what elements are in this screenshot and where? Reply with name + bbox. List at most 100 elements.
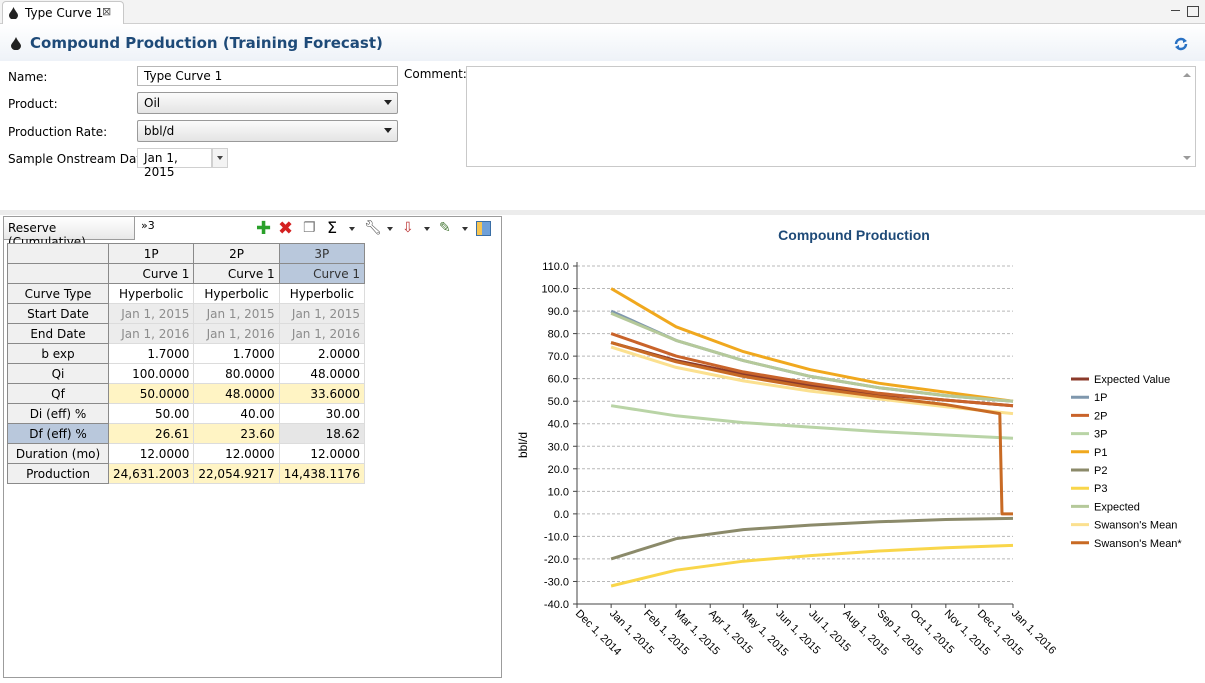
table-cell[interactable]: 33.6000 — [278, 383, 366, 404]
export-icon[interactable]: ⇩ — [402, 220, 414, 236]
name-field[interactable]: Type Curve 1 — [137, 66, 398, 86]
y-tick-label: 40.0 — [548, 419, 569, 431]
table-cell[interactable]: 100.0000 — [107, 363, 195, 384]
scroll-down-icon[interactable] — [1183, 156, 1191, 160]
table-row: Qf 50.0000 48.0000 33.6000 — [7, 383, 366, 404]
minimize-icon[interactable] — [1171, 10, 1180, 11]
y-tick-label: 90.0 — [548, 306, 569, 318]
reserve-panel: Reserve (Cumulative) »3 ✚ ✖ ❐ Σ 🔧︎ ⇩ ✎ 1… — [3, 216, 502, 678]
oil-drop-icon — [9, 7, 18, 19]
overflow-tabs-button[interactable]: »3 — [141, 219, 155, 232]
grid-icon[interactable] — [476, 221, 491, 236]
page-title: Compound Production (Training Forecast) — [30, 34, 383, 52]
scroll-up-icon[interactable] — [1183, 73, 1191, 77]
table-corner — [7, 243, 109, 264]
row-header[interactable]: Duration (mo) — [7, 443, 109, 464]
table-cell[interactable]: 50.0000 — [107, 383, 195, 404]
row-header[interactable]: Curve Type — [7, 283, 109, 304]
table-cell[interactable]: 48.0000 — [193, 383, 280, 404]
name-label: Name: — [8, 70, 48, 84]
table-cell[interactable]: 26.61 — [107, 423, 195, 444]
oil-drop-icon — [11, 37, 21, 50]
table-cell[interactable]: 1.7000 — [107, 343, 195, 364]
y-tick-label: 110.0 — [542, 261, 569, 273]
table-cell: Jan 1, 2016 — [193, 323, 280, 344]
table-row: b exp 1.7000 1.7000 2.0000 — [7, 343, 366, 364]
delete-icon[interactable]: ✖ — [278, 218, 294, 239]
subcolumn-header[interactable]: Curve 1 — [278, 263, 366, 284]
row-header[interactable]: End Date — [7, 323, 109, 344]
legend-label: 2P — [1094, 410, 1107, 422]
row-header[interactable]: Df (eff) % — [7, 423, 109, 444]
table-cell[interactable]: 1.7000 — [193, 343, 280, 364]
production-rate-label: Production Rate: — [8, 125, 108, 139]
chart-panel: Compound Production bbl/d 110.0 100.0 90.0… — [509, 216, 1202, 678]
maximize-icon[interactable] — [1187, 6, 1199, 17]
row-header[interactable]: Qf — [7, 383, 109, 404]
table-cell[interactable]: 2.0000 — [278, 343, 366, 364]
column-header-2p[interactable]: 2P — [193, 243, 280, 264]
refresh-icon[interactable] — [1173, 36, 1189, 52]
y-tick-label: 0.0 — [554, 509, 569, 521]
pane-separator[interactable] — [0, 210, 1205, 215]
sum-icon[interactable]: Σ — [327, 218, 338, 237]
table-row: Start Date Jan 1, 2015 Jan 1, 2015 Jan 1… — [7, 303, 366, 324]
table-cell[interactable]: Hyperbolic — [193, 283, 280, 304]
row-header[interactable]: Di (eff) % — [7, 403, 109, 424]
chevron-down-icon[interactable] — [424, 227, 430, 231]
y-axis-label: bbl/d — [516, 432, 530, 458]
product-label: Product: — [8, 97, 58, 111]
table-cell[interactable]: 50.00 — [107, 403, 195, 424]
table-cell[interactable]: 14,438.1176 — [278, 463, 366, 484]
table-cell[interactable]: 12.0000 — [193, 443, 280, 464]
chevron-down-icon[interactable] — [462, 227, 468, 231]
legend-label: P2 — [1094, 465, 1107, 477]
table-header-row: 1P 2P 3P — [7, 243, 366, 264]
table-cell[interactable]: 24,631.2003 — [107, 463, 195, 484]
onstream-date-field[interactable]: Jan 1, 2015 — [137, 148, 212, 179]
settings-icon[interactable]: ✎ — [439, 220, 451, 236]
table-cell[interactable]: 40.00 — [193, 403, 280, 424]
wrench-icon[interactable]: 🔧︎ — [364, 220, 382, 236]
tab-type-curve[interactable]: Type Curve 1 ⊠ — [2, 1, 124, 24]
tab-reserve-cumulative[interactable]: Reserve (Cumulative) — [4, 217, 135, 249]
table-cell[interactable]: 22,054.9217 — [193, 463, 280, 484]
row-header[interactable]: b exp — [7, 343, 109, 364]
table-cell: Jan 1, 2015 — [278, 303, 366, 324]
table-row: Df (eff) % 26.61 23.60 18.62 — [7, 423, 366, 444]
y-tick-label: 20.0 — [548, 464, 569, 476]
chevron-down-icon[interactable] — [387, 227, 393, 231]
table-cell[interactable]: 30.00 — [278, 403, 366, 424]
subcolumn-header[interactable]: Curve 1 — [193, 263, 280, 284]
table-cell: Jan 1, 2016 — [278, 323, 366, 344]
subcolumn-header[interactable]: Curve 1 — [107, 263, 195, 284]
table-cell[interactable]: Hyperbolic — [107, 283, 195, 304]
column-header-3p[interactable]: 3P — [278, 243, 366, 264]
copy-icon[interactable]: ❐ — [303, 220, 316, 236]
table-row: Production 24,631.2003 22,054.9217 14,43… — [7, 463, 366, 484]
row-header[interactable]: Production — [7, 463, 109, 484]
table-cell[interactable]: 12.0000 — [107, 443, 195, 464]
legend-label: Expected Value — [1094, 374, 1170, 386]
row-header[interactable]: Qi — [7, 363, 109, 384]
table-cell[interactable]: 48.0000 — [278, 363, 366, 384]
product-select[interactable]: Oil — [137, 92, 398, 114]
add-icon[interactable]: ✚ — [256, 218, 272, 239]
comment-textarea[interactable] — [466, 66, 1196, 167]
y-tick-label: 80.0 — [548, 329, 569, 341]
series-line — [610, 311, 1014, 403]
production-rate-select[interactable]: bbl/d — [137, 120, 398, 142]
close-tab-icon[interactable]: ⊠ — [102, 5, 112, 18]
table-cell[interactable]: 23.60 — [193, 423, 280, 444]
row-header[interactable]: Start Date — [7, 303, 109, 324]
table-cell[interactable]: 80.0000 — [193, 363, 280, 384]
date-dropdown-button[interactable] — [212, 148, 228, 168]
chevron-down-icon[interactable] — [349, 227, 355, 231]
table-cell[interactable]: 12.0000 — [278, 443, 366, 464]
compound-production-chart: Compound Production bbl/d 110.0 100.0 90.0… — [516, 227, 1182, 659]
table-cell[interactable]: 18.62 — [278, 423, 366, 444]
table-cell[interactable]: Hyperbolic — [278, 283, 366, 304]
onstream-date-label: Sample Onstream Date: — [8, 152, 153, 166]
column-header-1p[interactable]: 1P — [107, 243, 195, 264]
table-row: Qi 100.0000 80.0000 48.0000 — [7, 363, 366, 384]
